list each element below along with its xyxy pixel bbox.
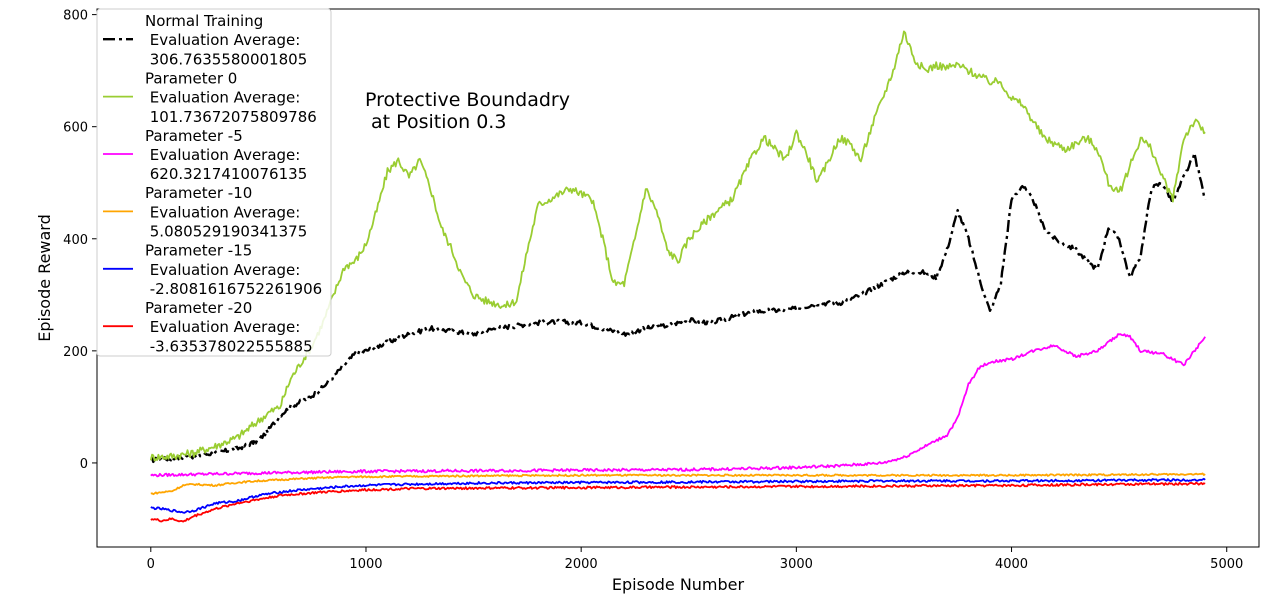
legend-label-3-2: 5.080529190341375	[145, 223, 307, 241]
series-line-3	[150, 472, 1206, 496]
legend-label-0-2: 306.7635580001805	[145, 50, 307, 68]
legend-label-2-0: Parameter -5	[145, 127, 243, 145]
legend-label-3-1: Evaluation Average:	[145, 203, 300, 221]
legend-label-4-2: -2.8081616752261906	[145, 280, 322, 298]
legend-label-1-1: Evaluation Average:	[145, 89, 300, 107]
axes-layer: 0 1000 2000 3000 4000 5000 0 200 400 600 800	[63, 9, 1243, 572]
legend-label-1-0: Parameter 0	[145, 69, 237, 87]
y-tick-label-1: 200	[63, 345, 88, 360]
y-tick-label-2: 400	[63, 233, 88, 248]
annotation-line-0: Protective Boundadry	[365, 89, 570, 111]
legend-label-5-0: Parameter -20	[145, 299, 252, 317]
legend-label-2-2: 620.3217410076135	[145, 165, 307, 183]
series-line-0	[150, 151, 1207, 464]
x-tick-label-1: 1000	[349, 557, 382, 572]
legend-label-5-1: Evaluation Average:	[145, 318, 300, 336]
annotation-line-1: at Position 0.3	[365, 111, 506, 133]
legend-label-5-2: -3.635378022555885	[145, 337, 313, 355]
x-tick-label-4: 4000	[995, 557, 1028, 572]
y-tick-label-4: 800	[63, 9, 88, 24]
series-line-4	[150, 477, 1206, 514]
legend-label-2-1: Evaluation Average:	[145, 146, 300, 164]
series-line-5	[150, 481, 1206, 523]
y-tick-label-0: 0	[80, 457, 88, 472]
legend-label-1-2: 101.73672075809786	[145, 108, 317, 126]
chart-annotation: Protective Boundadry at Position 0.3	[365, 89, 570, 133]
y-axis-label: Episode Reward	[35, 214, 54, 342]
x-tick-label-2: 2000	[565, 557, 598, 572]
x-tick-label-0: 0	[147, 557, 155, 572]
legend-label-0-0: Normal Training	[145, 12, 263, 30]
legend-box	[96, 8, 332, 357]
legend-label-0-1: Evaluation Average:	[145, 31, 300, 49]
legend-label-4-0: Parameter -15	[145, 242, 252, 260]
legend: Normal Training Evaluation Average: 306.…	[96, 8, 332, 357]
x-axis-label: Episode Number	[612, 575, 745, 594]
x-tick-label-5: 5000	[1210, 557, 1243, 572]
legend-label-3-0: Parameter -10	[145, 184, 252, 202]
y-tick-label-3: 600	[63, 121, 88, 136]
series-line-2	[150, 333, 1206, 478]
legend-label-4-1: Evaluation Average:	[145, 261, 300, 279]
x-tick-label-3: 3000	[780, 557, 813, 572]
